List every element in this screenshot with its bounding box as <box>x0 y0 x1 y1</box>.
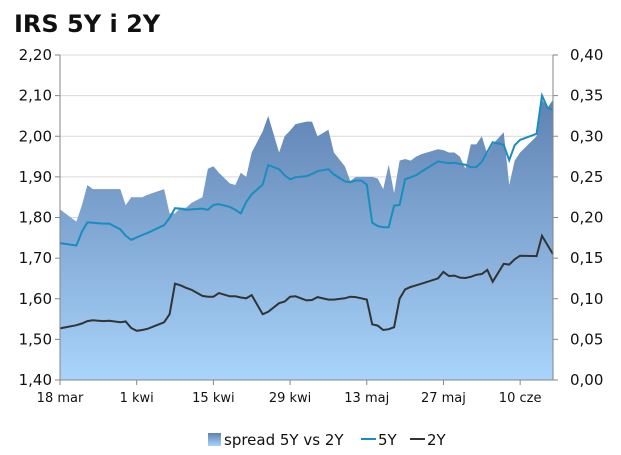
spread-area <box>60 99 553 380</box>
series-line-5y <box>59 92 554 247</box>
x-tick-label: 27 maj <box>421 391 466 406</box>
legend-label-5y: 5Y <box>378 431 398 449</box>
legend: spread 5Y vs 2Y 5Y 2Y <box>208 431 447 449</box>
left-tick-label: 1,50 <box>19 330 52 348</box>
left-tick-label: 1,90 <box>19 168 52 186</box>
chart-title: IRS 5Y i 2Y <box>14 10 161 38</box>
left-tick-label: 1,60 <box>19 290 52 308</box>
right-axis-ticks: 0,00 0,05 0,10 0,15 0,20 0,25 0,30 0,35 0,40 <box>553 46 603 389</box>
x-tick-label: 10 cze <box>499 391 542 406</box>
right-tick-label: 0,00 <box>570 371 603 389</box>
x-tick-label: 13 maj <box>344 391 389 406</box>
x-tick-label: 1 kwi <box>120 391 154 406</box>
left-tick-label: 1,80 <box>19 209 52 227</box>
left-tick-label: 2,10 <box>19 87 52 105</box>
right-tick-label: 0,25 <box>570 168 603 186</box>
right-tick-label: 0,20 <box>570 209 603 227</box>
left-tick-label: 2,00 <box>19 127 52 145</box>
x-tick-label: 29 kwi <box>269 391 311 406</box>
x-axis-ticks: 18 mar 1 kwi 15 kwi 29 kwi 13 maj 27 maj 10 cz… <box>37 380 542 406</box>
x-tick-label: 18 mar <box>37 391 84 406</box>
x-tick-label: 15 kwi <box>192 391 234 406</box>
right-tick-label: 0,35 <box>570 87 603 105</box>
series-line-2y <box>59 233 554 332</box>
right-tick-label: 0,30 <box>570 127 603 145</box>
right-tick-label: 0,40 <box>570 46 603 64</box>
legend-swatch-spread <box>208 433 221 446</box>
right-tick-label: 0,05 <box>570 330 603 348</box>
left-tick-label: 1,70 <box>19 249 52 267</box>
left-tick-label: 2,20 <box>19 46 52 64</box>
right-tick-label: 0,10 <box>570 290 603 308</box>
legend-label-2y: 2Y <box>427 431 447 449</box>
right-tick-label: 0,15 <box>570 249 603 267</box>
left-tick-label: 1,40 <box>19 371 52 389</box>
left-axis-ticks: 1,40 1,50 1,60 1,70 1,80 1,90 2,00 2,10 2,20 <box>19 46 60 389</box>
legend-label-spread: spread 5Y vs 2Y <box>224 431 344 449</box>
